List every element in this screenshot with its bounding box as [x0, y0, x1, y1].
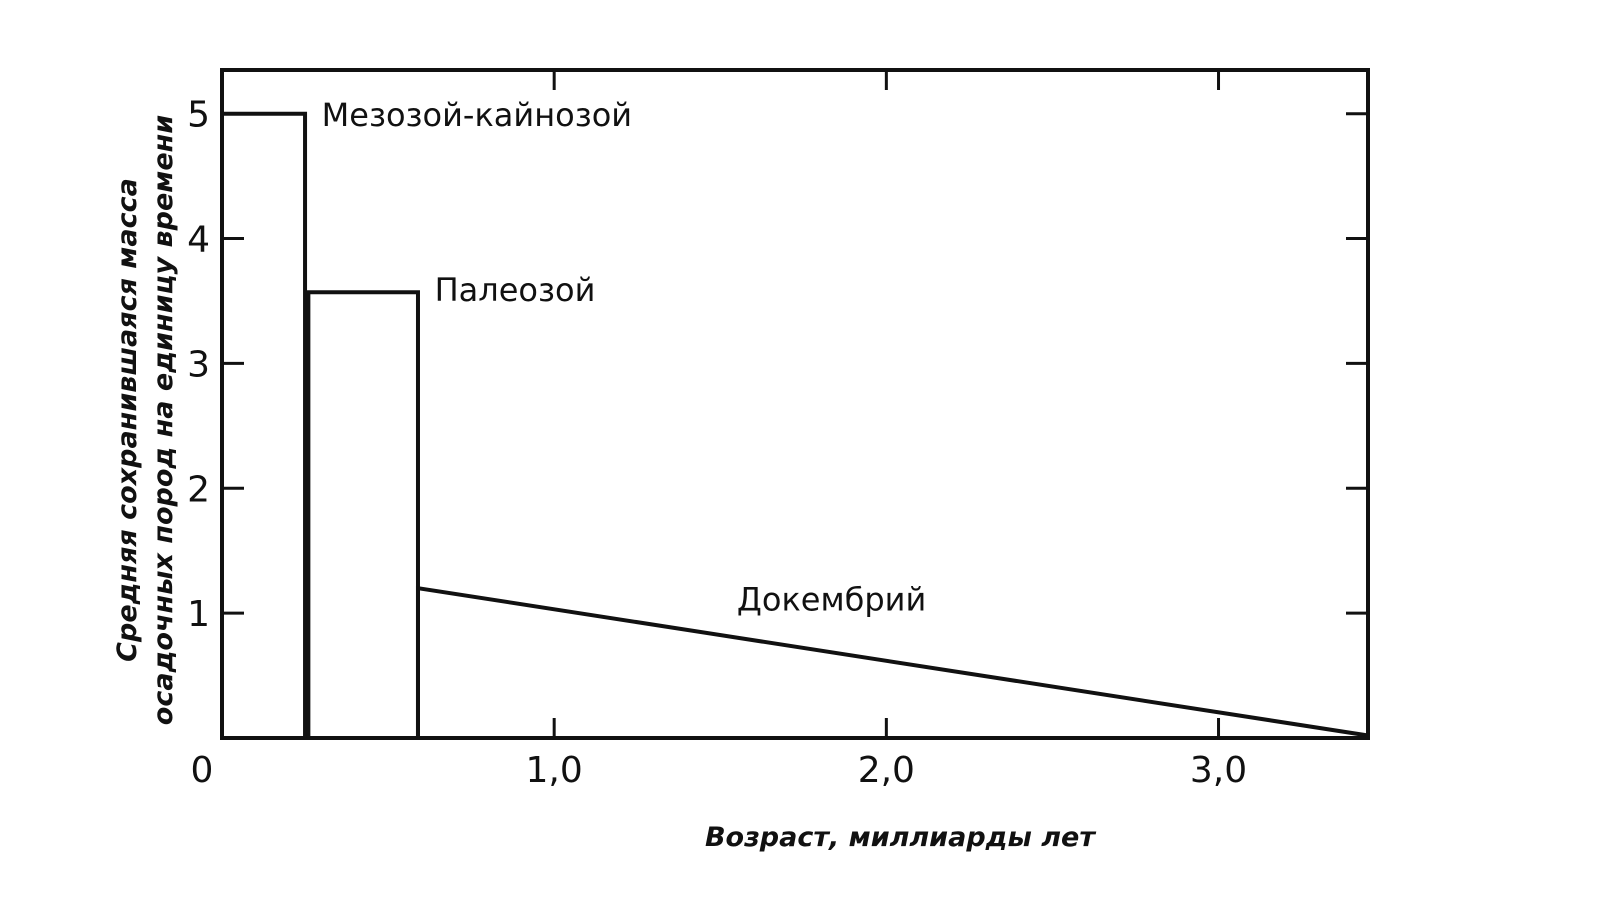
series-marks: Мезозой-кайнозой Палеозой Докембрий [220, 96, 1370, 738]
x-axis-title: Возраст, миллиарды лет [705, 822, 1096, 853]
plot-frame [220, 68, 1370, 740]
plot-border [220, 68, 1370, 740]
x-tick-label-2: 2,0 [858, 750, 915, 791]
x-tick-label-0: 0 [191, 750, 214, 791]
x-tick-label-3: 3,0 [1190, 750, 1247, 791]
y-tick-label-3: 3 [187, 344, 210, 385]
tick-labels: 1 2 3 4 5 0 1,0 2,0 3,0 [187, 95, 1247, 791]
y-axis-title-line-2: осадочных пород на единицу времени [148, 115, 179, 725]
y-tick-label-5: 5 [187, 95, 210, 136]
series-label-2: Докембрий [737, 581, 926, 619]
series-label-0: Мезозой-кайнозой [322, 96, 632, 134]
axis-ticks [222, 70, 1368, 738]
y-tick-label-4: 4 [187, 220, 210, 261]
y-axis-title-line-1: Средняя сохранившаяся масса [112, 178, 143, 662]
x-tick-label-1: 1,0 [526, 750, 583, 791]
series-label-1: Палеозой [435, 271, 596, 309]
series-mark-1 [306, 290, 420, 738]
series-mark-0 [220, 111, 308, 738]
y-tick-label-1: 1 [187, 594, 210, 635]
series-mark-2 [415, 585, 1370, 738]
y-tick-label-2: 2 [187, 469, 210, 510]
